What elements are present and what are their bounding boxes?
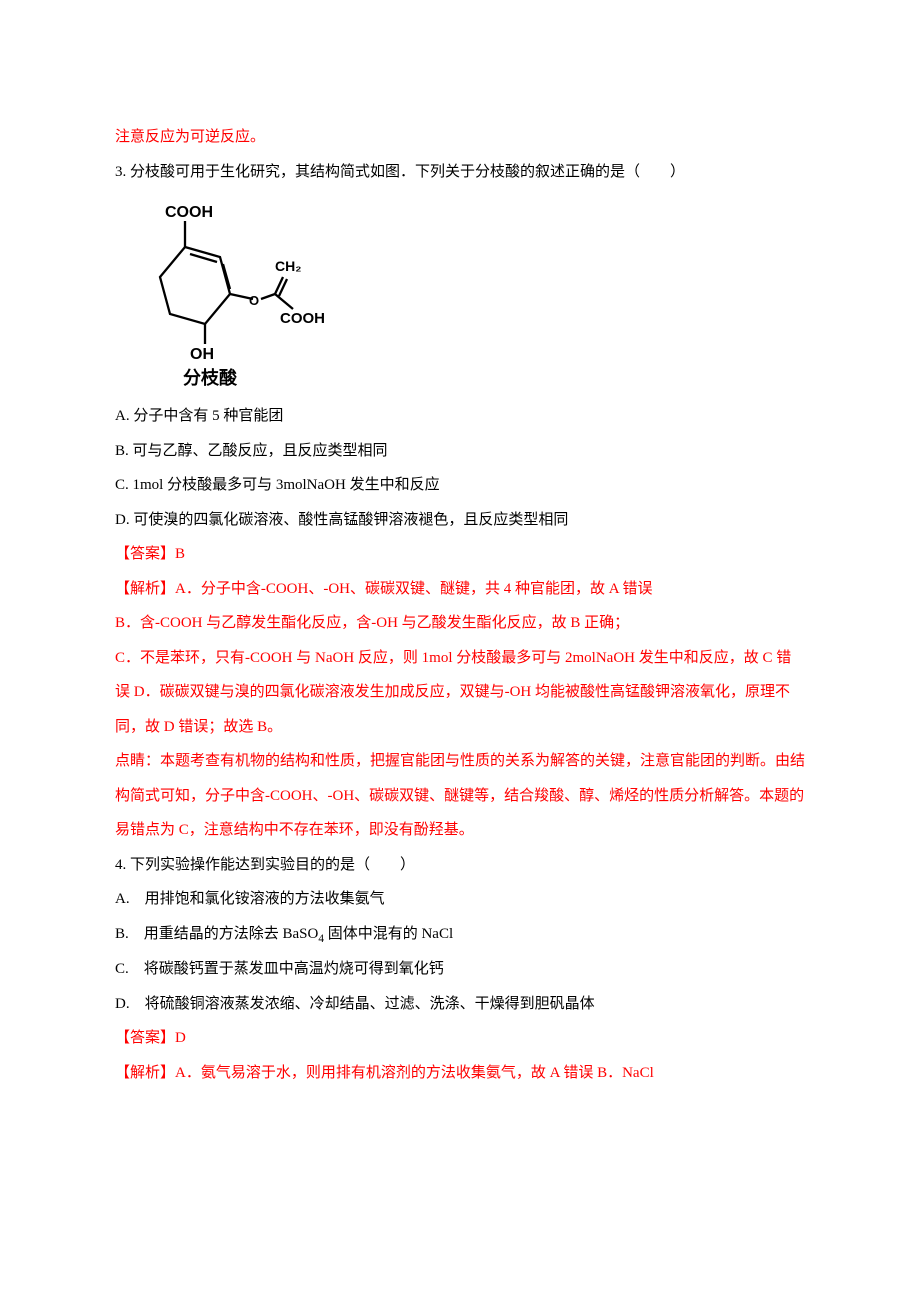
- q4-option-a: A. 用排饱和氯化铵溶液的方法收集氨气: [115, 882, 805, 917]
- label-oh: OH: [190, 346, 214, 363]
- q3-option-b: B. 可与乙醇、乙酸反应，且反应类型相同: [115, 434, 805, 469]
- document-page: 注意反应为可逆反应。 3. 分枝酸可用于生化研究，其结构简式如图．下列关于分枝酸…: [0, 0, 920, 1302]
- q3-stem: 3. 分枝酸可用于生化研究，其结构简式如图．下列关于分枝酸的叙述正确的是（ ）: [115, 155, 805, 190]
- label-cooh-top: COOH: [165, 204, 213, 221]
- label-ch2: CH₂: [275, 258, 301, 274]
- q3-explain-3: C．不是苯环，只有-COOH 与 NaOH 反应，则 1mol 分枝酸最多可与 …: [115, 641, 805, 745]
- q3-option-a: A. 分子中含有 5 种官能团: [115, 399, 805, 434]
- q3-option-d: D. 可使溴的四氯化碳溶液、酸性高锰酸钾溶液褪色，且反应类型相同: [115, 503, 805, 538]
- q3-explain-2: B．含-COOH 与乙醇发生酯化反应，含-OH 与乙酸发生酯化反应，故 B 正确…: [115, 606, 805, 641]
- molecule-svg: COOH CH₂ O COOH OH 分枝酸: [135, 199, 325, 389]
- q3-answer: 【答案】B: [115, 537, 805, 572]
- q4-option-c: C. 将碳酸钙置于蒸发皿中高温灼烧可得到氧化钙: [115, 952, 805, 987]
- q4-option-b: B. 用重结晶的方法除去 BaSO4 固体中混有的 NaCl: [115, 917, 805, 953]
- note-top: 注意反应为可逆反应。: [115, 120, 805, 155]
- q3-explain-1: 【解析】A．分子中含-COOH、-OH、碳碳双键、醚键，共 4 种官能团，故 A…: [115, 572, 805, 607]
- structure-caption: 分枝酸: [183, 367, 238, 388]
- label-cooh-right: COOH: [280, 310, 325, 327]
- q4-optb-suffix: 固体中混有的 NaCl: [324, 926, 453, 942]
- label-o: O: [249, 293, 259, 308]
- q4-answer: 【答案】D: [115, 1021, 805, 1056]
- q4-optb-prefix: B. 用重结晶的方法除去 BaSO: [115, 926, 318, 942]
- q4-option-d: D. 将硫酸铜溶液蒸发浓缩、冷却结晶、过滤、洗涤、干燥得到胆矾晶体: [115, 987, 805, 1022]
- q3-structure: COOH CH₂ O COOH OH 分枝酸: [135, 199, 325, 389]
- q4-explain: 【解析】A．氨气易溶于水，则用排有机溶剂的方法收集氨气，故 A 错误 B．NaC…: [115, 1056, 805, 1091]
- q3-option-c: C. 1mol 分枝酸最多可与 3molNaOH 发生中和反应: [115, 468, 805, 503]
- q4-stem: 4. 下列实验操作能达到实验目的的是（ ）: [115, 848, 805, 883]
- q3-dianjing: 点睛：本题考查有机物的结构和性质，把握官能团与性质的关系为解答的关键，注意官能团…: [115, 744, 805, 848]
